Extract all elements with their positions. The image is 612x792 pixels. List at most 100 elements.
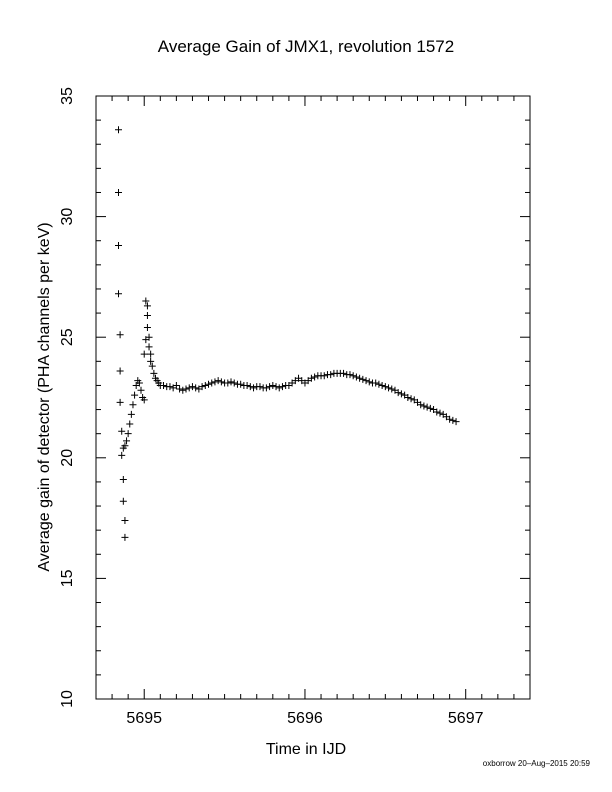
y-tick-label: 15 xyxy=(59,569,76,587)
data-point xyxy=(205,380,213,388)
data-point xyxy=(327,371,335,379)
y-axis-ticks xyxy=(96,95,530,700)
data-point xyxy=(346,371,354,379)
data-point xyxy=(359,375,367,383)
x-axis-label: Time in IJD xyxy=(266,741,346,758)
data-point xyxy=(140,350,148,358)
data-point xyxy=(121,533,129,541)
data-point xyxy=(388,385,396,393)
data-point xyxy=(121,442,129,450)
data-point xyxy=(185,384,193,392)
data-point xyxy=(407,395,415,403)
data-point xyxy=(246,383,254,391)
data-point xyxy=(150,369,158,377)
data-point xyxy=(148,362,156,370)
y-tick-label: 10 xyxy=(59,690,76,708)
y-tick-label: 25 xyxy=(59,328,76,346)
data-point xyxy=(145,343,153,351)
data-point xyxy=(356,374,364,382)
x-axis-ticks xyxy=(111,96,531,699)
data-point xyxy=(433,408,441,416)
data-point xyxy=(237,380,245,388)
data-point xyxy=(420,402,428,410)
data-point xyxy=(436,409,444,417)
data-point xyxy=(145,333,153,341)
y-axis-tick-labels: 10 15 20 25 30 35 xyxy=(59,87,76,708)
data-point xyxy=(127,410,135,418)
data-point xyxy=(449,416,457,424)
data-point xyxy=(116,331,124,339)
data-point xyxy=(115,290,123,298)
data-point xyxy=(417,401,425,409)
data-point xyxy=(266,383,274,391)
data-point xyxy=(426,404,434,412)
data-point xyxy=(137,386,145,394)
data-point xyxy=(446,415,454,423)
data-point xyxy=(201,381,209,389)
data-point xyxy=(140,396,148,404)
y-axis-label: Average gain of detector (PHA channels p… xyxy=(36,222,53,571)
data-point xyxy=(142,297,150,305)
data-point xyxy=(119,497,127,505)
data-point xyxy=(397,390,405,398)
data-point xyxy=(452,418,460,426)
data-point xyxy=(224,379,232,387)
data-point xyxy=(116,367,124,375)
data-point xyxy=(307,374,315,382)
data-point xyxy=(131,391,139,399)
data-point xyxy=(269,381,277,389)
data-point xyxy=(115,126,123,134)
y-tick-label: 35 xyxy=(59,87,76,105)
data-point xyxy=(217,378,225,386)
x-axis-tick-labels: 5695 5696 5697 xyxy=(126,710,483,727)
y-tick-label: 30 xyxy=(59,208,76,226)
data-point xyxy=(188,383,196,391)
data-point xyxy=(119,476,127,484)
data-point xyxy=(394,389,402,397)
data-point xyxy=(230,379,238,387)
data-point xyxy=(365,378,373,386)
data-point xyxy=(352,373,360,381)
data-point xyxy=(135,379,143,387)
data-point xyxy=(147,357,155,365)
data-point xyxy=(250,384,258,392)
data-point xyxy=(198,383,206,391)
data-point xyxy=(385,384,393,392)
data-point xyxy=(118,451,126,459)
data-point xyxy=(256,383,264,391)
data-point xyxy=(179,386,187,394)
data-point xyxy=(214,377,222,385)
data-point xyxy=(123,437,131,445)
data-point xyxy=(126,420,134,428)
chart-title: Average Gain of JMX1, revolution 1572 xyxy=(158,37,454,56)
data-point xyxy=(115,242,123,250)
data-point xyxy=(381,383,389,391)
data-point xyxy=(272,383,280,391)
data-point xyxy=(375,380,383,388)
x-tick-label: 5697 xyxy=(448,710,484,727)
data-point xyxy=(192,384,200,392)
x-tick-label: 5696 xyxy=(287,710,323,727)
data-point xyxy=(340,369,348,377)
credit-text: oxborrow 20–Aug–2015 20:59 xyxy=(483,759,591,768)
data-point xyxy=(115,188,123,196)
data-point xyxy=(124,430,132,438)
data-point xyxy=(211,378,219,386)
data-point xyxy=(129,401,137,409)
data-point xyxy=(404,394,412,401)
data-point xyxy=(423,403,431,411)
data-point xyxy=(176,385,184,393)
data-point xyxy=(182,385,190,393)
data-point xyxy=(172,381,180,389)
data-points xyxy=(115,126,460,541)
data-point xyxy=(116,398,124,406)
data-point xyxy=(147,350,155,358)
data-point xyxy=(227,378,235,386)
data-point xyxy=(143,302,151,310)
data-point xyxy=(378,381,386,389)
x-tick-label: 5695 xyxy=(126,710,162,727)
data-point xyxy=(208,379,216,387)
data-point xyxy=(278,383,286,391)
data-point xyxy=(118,427,126,435)
